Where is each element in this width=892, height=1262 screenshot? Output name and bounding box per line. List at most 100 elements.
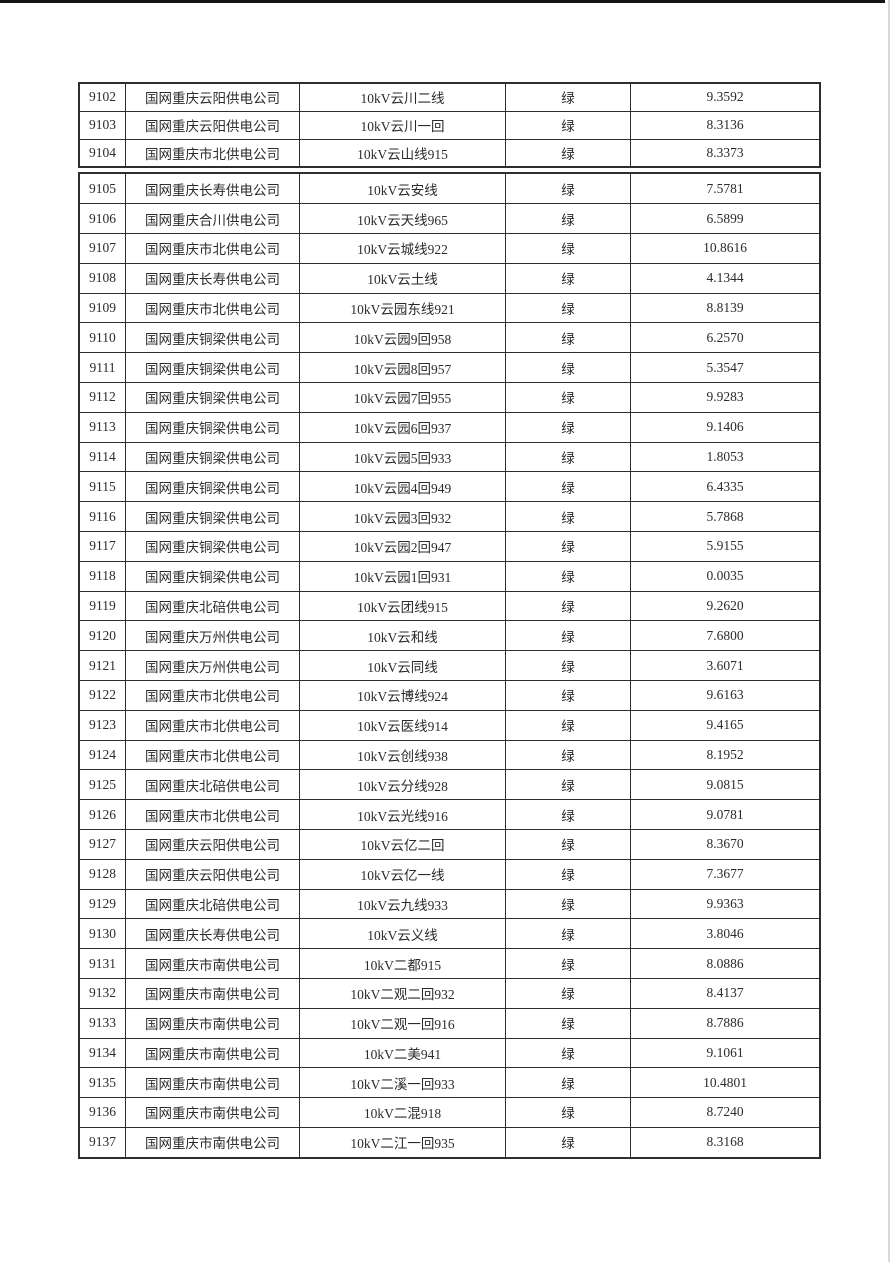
table-row: 9114 国网重庆铜梁供电公司 10kV云园5回933 绿 1.8053 [78, 441, 821, 473]
cell-value: 8.8139 [630, 292, 821, 324]
cell-id: 9109 [78, 292, 126, 324]
cell-value: 6.2570 [630, 322, 821, 354]
cell-id: 9116 [78, 501, 126, 532]
table-row: 9117 国网重庆铜梁供电公司 10kV云园2回947 绿 5.9155 [78, 530, 821, 562]
cell-value: 9.1406 [630, 411, 821, 443]
cell-status: 绿 [505, 138, 631, 168]
table-row: 9108 国网重庆长寿供电公司 10kV云土线绿 4.1344 [78, 262, 821, 294]
cell-status: 绿 [505, 560, 631, 592]
table-row: 9120 国网重庆万州供电公司 10kV云和线绿 7.6800 [78, 620, 821, 652]
cell-line_name: 10kV二江一回935 [299, 1126, 506, 1159]
table-row: 9132 国网重庆市南供电公司 10kV二观二回932 绿 8.4137 [78, 977, 821, 1009]
cell-status: 绿 [505, 739, 631, 771]
cell-company: 国网重庆铜梁供电公司 [125, 530, 300, 562]
cell-status: 绿 [505, 948, 631, 979]
cell-status: 绿 [505, 918, 631, 950]
cell-status: 绿 [505, 799, 631, 830]
cell-value: 10.8616 [630, 232, 821, 264]
cell-company: 国网重庆铜梁供电公司 [125, 381, 300, 413]
cell-line_name: 10kV云天线965 [299, 203, 506, 234]
cell-id: 9126 [78, 799, 126, 830]
cell-status: 绿 [505, 232, 631, 264]
cell-id: 9114 [78, 441, 126, 473]
cell-id: 9133 [78, 1007, 126, 1039]
cell-id: 9134 [78, 1037, 126, 1069]
cell-company: 国网重庆合川供电公司 [125, 203, 300, 234]
cell-company: 国网重庆铜梁供电公司 [125, 322, 300, 354]
cell-id: 9132 [78, 977, 126, 1009]
table-row: 9116 国网重庆铜梁供电公司 10kV云园3回932 绿 5.7868 [78, 501, 821, 532]
cell-value: 1.8053 [630, 441, 821, 473]
table-row: 9121 国网重庆万州供电公司 10kV云同线绿 3.6071 [78, 650, 821, 681]
cell-line_name: 10kV云园1回931 [299, 560, 506, 592]
cell-line_name: 10kV云九线933 [299, 888, 506, 920]
cell-id: 9110 [78, 322, 126, 354]
cell-id: 9106 [78, 203, 126, 234]
cell-value: 8.7240 [630, 1097, 821, 1128]
table-row: 9126 国网重庆市北供电公司 10kV云光线916 绿 9.0781 [78, 799, 821, 830]
cell-company: 国网重庆市南供电公司 [125, 1067, 300, 1099]
cell-id: 9104 [78, 138, 126, 168]
cell-id: 9103 [78, 110, 126, 140]
cell-status: 绿 [505, 1037, 631, 1069]
cell-status: 绿 [505, 620, 631, 652]
table-row: 9128 国网重庆云阳供电公司 10kV云亿一线绿 7.3677 [78, 858, 821, 890]
cell-company: 国网重庆市南供电公司 [125, 1007, 300, 1039]
cell-status: 绿 [505, 769, 631, 801]
cell-company: 国网重庆市北供电公司 [125, 739, 300, 771]
table-row: 9122 国网重庆市北供电公司 10kV云博线924 绿 9.6163 [78, 679, 821, 711]
cell-id: 9108 [78, 262, 126, 294]
cell-value: 9.9363 [630, 888, 821, 920]
cell-company: 国网重庆北碚供电公司 [125, 590, 300, 622]
cell-id: 9128 [78, 858, 126, 890]
cell-id: 9111 [78, 352, 126, 383]
cell-status: 绿 [505, 1097, 631, 1128]
cell-line_name: 10kV云城线922 [299, 232, 506, 264]
cell-value: 7.6800 [630, 620, 821, 652]
cell-id: 9130 [78, 918, 126, 950]
cell-company: 国网重庆市南供电公司 [125, 977, 300, 1009]
table-row: 9104 国网重庆市北供电公司 10kV云山线915 绿 8.3373 [78, 138, 821, 168]
cell-line_name: 10kV云园4回949 [299, 471, 506, 503]
cell-company: 国网重庆市北供电公司 [125, 679, 300, 711]
cell-id: 9124 [78, 739, 126, 771]
cell-company: 国网重庆北碚供电公司 [125, 888, 300, 920]
cell-company: 国网重庆市南供电公司 [125, 1037, 300, 1069]
table-row: 9134 国网重庆市南供电公司 10kV二美941 绿 9.1061 [78, 1037, 821, 1069]
cell-id: 9129 [78, 888, 126, 920]
table-row: 9105 国网重庆长寿供电公司 10kV云安线绿 7.5781 [78, 172, 821, 205]
cell-line_name: 10kV云园9回958 [299, 322, 506, 354]
cell-line_name: 10kV云创线938 [299, 739, 506, 771]
cell-status: 绿 [505, 471, 631, 503]
table-row: 9103 国网重庆云阳供电公司 10kV云川一回绿 8.3136 [78, 110, 821, 140]
cell-value: 8.3168 [630, 1126, 821, 1159]
cell-value: 9.0815 [630, 769, 821, 801]
page-right-edge [888, 0, 890, 1262]
cell-line_name: 10kV云园8回957 [299, 352, 506, 383]
cell-status: 绿 [505, 381, 631, 413]
cell-status: 绿 [505, 650, 631, 681]
cell-company: 国网重庆市南供电公司 [125, 948, 300, 979]
cell-value: 8.3373 [630, 138, 821, 168]
cell-company: 国网重庆云阳供电公司 [125, 110, 300, 140]
cell-status: 绿 [505, 1007, 631, 1039]
cell-status: 绿 [505, 262, 631, 294]
cell-value: 8.1952 [630, 739, 821, 771]
cell-id: 9125 [78, 769, 126, 801]
cell-line_name: 10kV云光线916 [299, 799, 506, 830]
cell-value: 5.3547 [630, 352, 821, 383]
cell-line_name: 10kV云山线915 [299, 138, 506, 168]
cell-value: 7.3677 [630, 858, 821, 890]
cell-value: 9.9283 [630, 381, 821, 413]
cell-line_name: 10kV二溪一回933 [299, 1067, 506, 1099]
table-segment-2: 9105 国网重庆长寿供电公司 10kV云安线绿 7.5781 9106 国网重庆合川供电… [78, 172, 821, 1159]
cell-status: 绿 [505, 352, 631, 383]
table-row: 9107 国网重庆市北供电公司 10kV云城线922 绿 10.8616 [78, 232, 821, 264]
cell-company: 国网重庆市南供电公司 [125, 1126, 300, 1159]
cell-company: 国网重庆万州供电公司 [125, 620, 300, 652]
cell-company: 国网重庆铜梁供电公司 [125, 411, 300, 443]
table-row: 9102 国网重庆云阳供电公司 10kV云川二线绿 9.3592 [78, 82, 821, 112]
cell-company: 国网重庆铜梁供电公司 [125, 560, 300, 592]
table-row: 9111 国网重庆铜梁供电公司 10kV云园8回957 绿 5.3547 [78, 352, 821, 383]
cell-line_name: 10kV云园东线921 [299, 292, 506, 324]
